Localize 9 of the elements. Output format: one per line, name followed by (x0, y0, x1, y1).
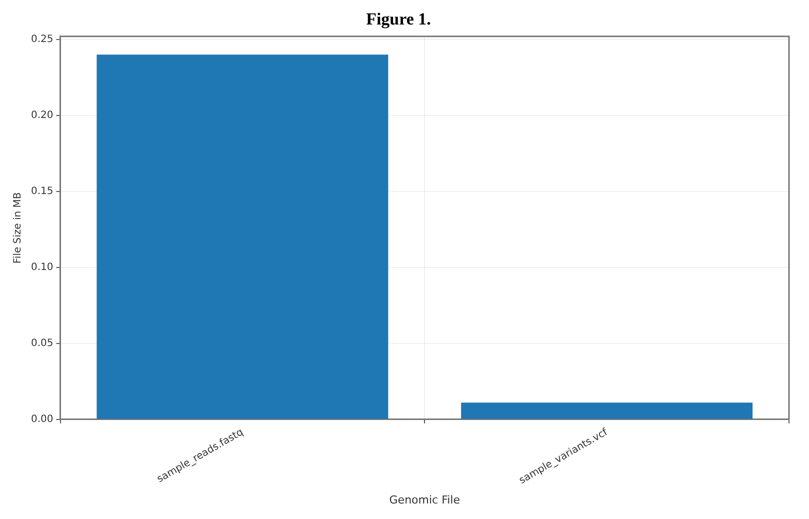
y-tick-label: 0.15 (31, 186, 54, 198)
x-axis-title: Genomic File (389, 493, 460, 506)
y-tick-label: 0.20 (31, 110, 54, 122)
y-tick-label: 0.05 (31, 338, 54, 350)
y-axis-title: File Size in MB (12, 192, 24, 264)
y-tick-label: 0.10 (31, 262, 54, 274)
chart-title: Figure 1. (366, 10, 431, 29)
y-tick-label: 0.00 (31, 414, 54, 425)
y-tick-label: 0.25 (31, 34, 54, 46)
